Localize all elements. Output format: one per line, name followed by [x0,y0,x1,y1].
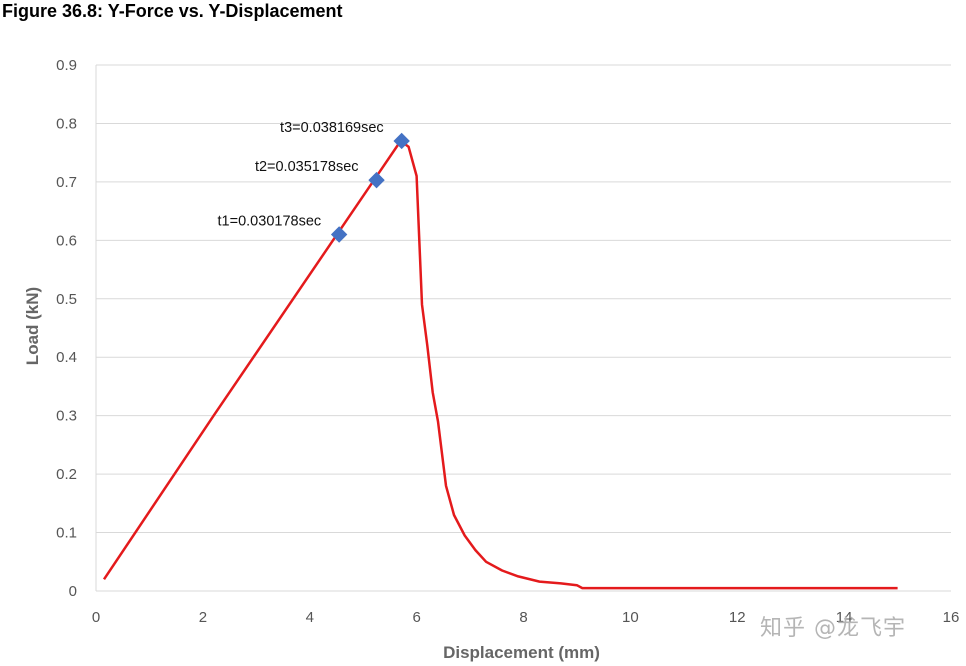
x-tick-labels: 0 2 4 6 8 10 12 14 16 [92,609,960,626]
y-tick-label: 0.5 [56,291,77,308]
x-tick-label: 12 [729,609,746,626]
y-tick-label: 0.7 [56,174,77,191]
annotations: t1=0.030178sec t2=0.035178sec t3=0.038169s… [218,120,384,230]
series [102,132,898,590]
data-point-marker [330,226,348,243]
load-curve-line [102,139,898,590]
y-tick-label: 0.9 [56,57,77,74]
x-tick-label: 2 [199,609,207,626]
grid-lines [95,64,951,592]
data-point-annotation: t1=0.030178sec [218,213,322,229]
y-tick-label: 0.8 [56,115,77,132]
watermark: 知乎 @龙飞宇 [760,616,906,641]
x-tick-label: 14 [836,609,853,626]
data-point-marker [368,171,385,189]
x-tick-label: 6 [412,609,420,626]
x-axis-label: Displacement (mm) [443,643,600,662]
y-tick-label: 0.1 [56,525,77,542]
y-tick-label: 0.4 [56,349,77,366]
y-tick-label: 0.6 [56,232,77,249]
x-tick-label: 16 [943,609,960,626]
y-axis-label: Load (kN) [23,287,42,365]
y-tick-label: 0.3 [56,408,77,425]
x-tick-label: 4 [306,609,314,626]
x-tick-label: 0 [92,609,100,626]
y-tick-label: 0 [69,583,77,600]
x-tick-label: 8 [519,609,527,626]
data-point-annotation: t2=0.035178sec [255,159,359,175]
figure-title: Figure 36.8: Y-Force vs. Y-Displacement [2,1,343,21]
x-tick-label: 10 [622,609,639,626]
data-point-marker [393,132,410,150]
y-tick-label: 0.2 [56,466,77,483]
y-tick-labels: 0 0.1 0.2 0.3 0.4 0.5 0.6 0.7 0.8 0.9 [56,57,77,600]
data-point-annotation: t3=0.038169sec [280,120,384,136]
